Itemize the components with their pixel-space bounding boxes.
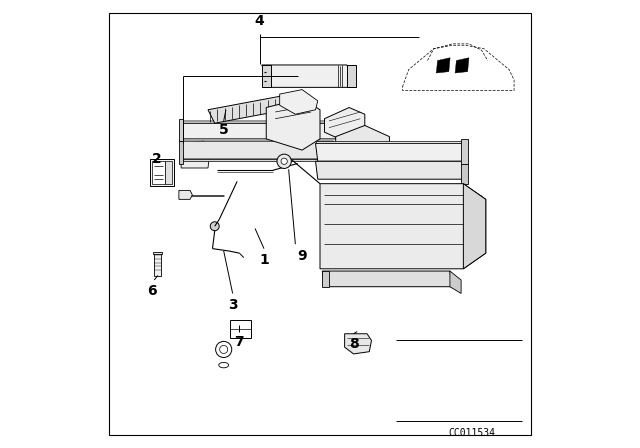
Circle shape [220,345,228,353]
Polygon shape [280,90,317,114]
Text: 9: 9 [298,249,307,263]
Circle shape [281,158,287,164]
Polygon shape [154,253,161,276]
Polygon shape [150,159,174,186]
Polygon shape [345,334,371,354]
Polygon shape [320,184,486,269]
Polygon shape [324,108,365,143]
Polygon shape [316,141,463,143]
Polygon shape [152,161,165,184]
Text: 1: 1 [259,253,269,267]
Polygon shape [316,143,466,161]
Polygon shape [323,271,452,287]
Polygon shape [461,164,468,184]
Text: 7: 7 [234,335,244,349]
Circle shape [216,341,232,358]
Polygon shape [266,99,320,150]
Polygon shape [181,123,336,139]
Polygon shape [165,161,172,184]
Text: 3: 3 [228,298,237,312]
Polygon shape [181,141,336,159]
Ellipse shape [219,362,228,368]
Polygon shape [450,271,461,293]
Polygon shape [179,141,184,164]
Polygon shape [461,139,468,164]
Polygon shape [316,161,466,179]
Polygon shape [347,65,356,87]
Polygon shape [230,320,251,338]
Text: 8: 8 [349,337,358,351]
Polygon shape [336,125,389,177]
Polygon shape [208,96,287,123]
Polygon shape [154,252,162,254]
Text: 5: 5 [219,123,228,137]
Text: 6: 6 [147,284,157,298]
Polygon shape [181,121,336,123]
Polygon shape [262,65,271,87]
Polygon shape [262,65,356,87]
Polygon shape [323,271,329,287]
Polygon shape [184,159,336,161]
Text: 4: 4 [255,14,264,28]
Circle shape [211,222,220,231]
Polygon shape [181,141,210,168]
Circle shape [277,154,291,168]
Text: 2: 2 [152,152,161,166]
Polygon shape [463,184,486,269]
Polygon shape [179,119,184,141]
Polygon shape [179,190,192,199]
Text: CC011534: CC011534 [449,428,496,438]
